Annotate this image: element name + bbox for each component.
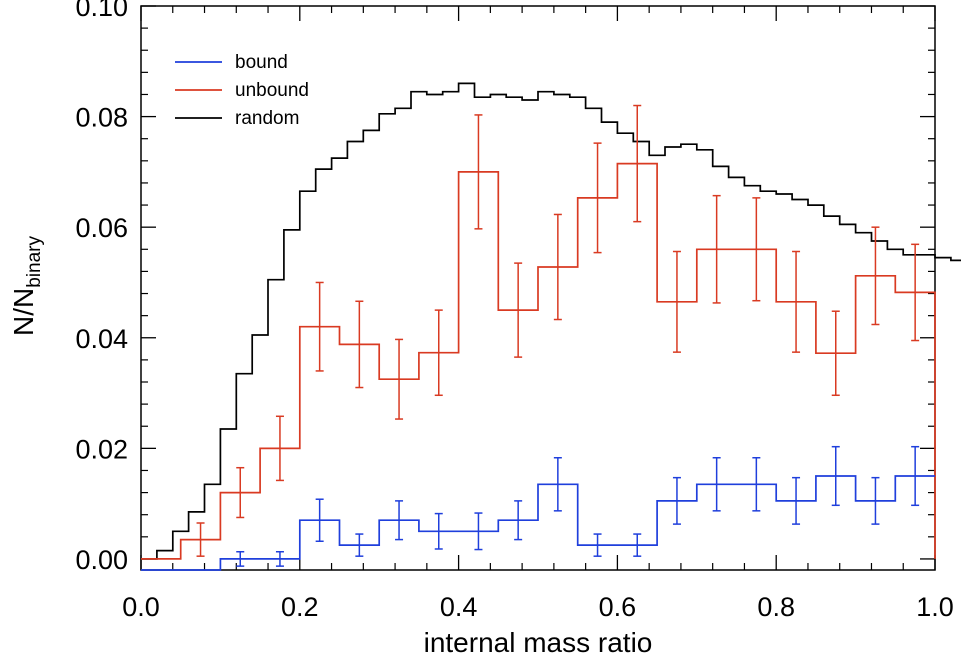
legend-label-unbound: unbound <box>235 80 309 101</box>
y-tick-label: 0.04 <box>75 324 128 354</box>
plot-frame <box>140 5 936 571</box>
legend-label-random: random <box>235 108 299 129</box>
x-tick-label: 1.0 <box>916 592 954 622</box>
series-layer <box>141 82 961 571</box>
histogram-line-random <box>141 82 961 560</box>
y-axis-ticks: 0.00 0.02 0.04 0.06 0.08 0.10 <box>75 0 935 575</box>
plot-border <box>140 5 936 571</box>
y-tick-label: 0.00 <box>75 545 128 575</box>
x-tick-label: 0.2 <box>281 592 319 622</box>
y-tick-label: 0.10 <box>75 0 128 22</box>
y-axis-title: N/Nbinary <box>8 236 45 336</box>
series-random <box>141 82 961 560</box>
x-tick-label: 0.0 <box>122 592 160 622</box>
y-tick-label: 0.06 <box>75 213 128 243</box>
x-tick-label: 0.4 <box>440 592 478 622</box>
x-axis-ticks: 0.0 0.2 0.4 0.6 0.8 1.0 <box>122 6 954 622</box>
y-axis-title-main: N/N <box>8 288 39 336</box>
x-tick-label: 0.6 <box>599 592 637 622</box>
x-axis-title: internal mass ratio <box>424 627 653 658</box>
y-axis-title-subscript: binary <box>24 236 45 288</box>
y-tick-label: 0.02 <box>75 434 128 464</box>
legend: bound unbound random <box>175 52 309 129</box>
series-unbound <box>141 104 936 560</box>
y-tick-label: 0.08 <box>75 103 128 133</box>
histogram-line-bound <box>141 475 935 571</box>
legend-label-bound: bound <box>235 52 288 73</box>
series-bound <box>141 445 935 571</box>
x-tick-label: 0.8 <box>757 592 795 622</box>
